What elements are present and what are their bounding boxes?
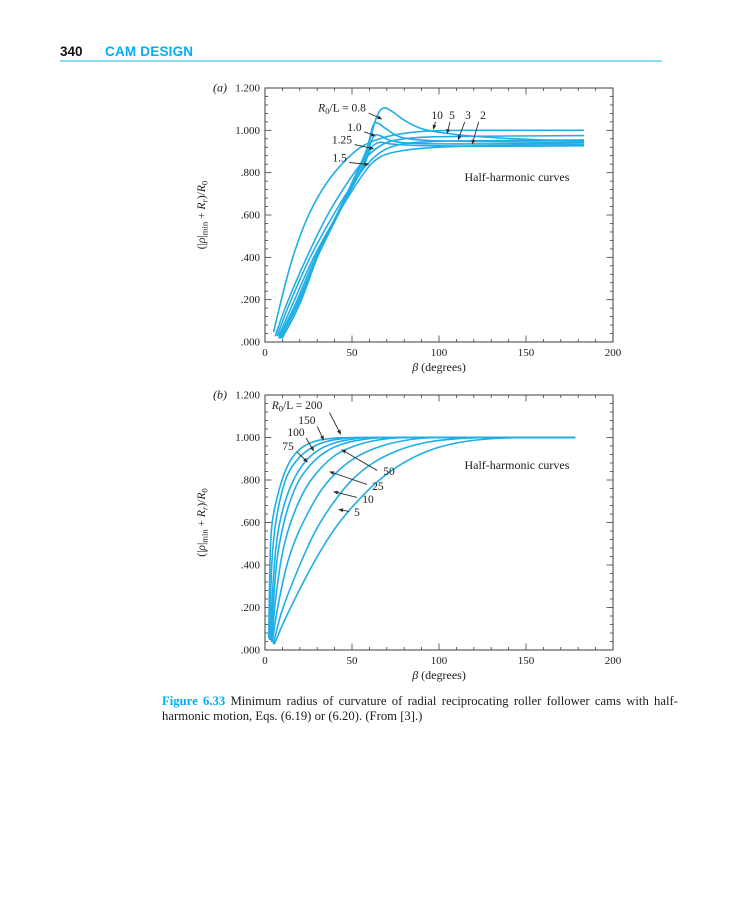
svg-text:(|ρ|min + Rr)/R0: (|ρ|min + Rr)/R0 xyxy=(196,181,210,249)
svg-text:0: 0 xyxy=(262,655,268,667)
svg-text:.600: .600 xyxy=(241,517,261,529)
svg-text:150: 150 xyxy=(518,347,535,359)
svg-text:100: 100 xyxy=(431,655,448,667)
curve-50 xyxy=(270,436,576,643)
curve-5 xyxy=(273,436,576,645)
page-number: 340 xyxy=(60,44,83,59)
panel-label: (a) xyxy=(213,81,227,95)
svg-text:50: 50 xyxy=(347,655,359,667)
svg-text:.000: .000 xyxy=(241,645,261,657)
curve-3 xyxy=(276,139,585,337)
axis-tick-labels: 0 50 100 150 200 .000 .200 .400 .600 .800 1.000 1.2… xyxy=(235,83,622,360)
svg-text:5: 5 xyxy=(354,507,360,519)
svg-text:10: 10 xyxy=(362,494,374,506)
svg-text:.600: .600 xyxy=(241,210,261,222)
chapter-title: CAM DESIGN xyxy=(105,44,194,59)
svg-text:(b): (b) xyxy=(213,388,227,402)
svg-text:150: 150 xyxy=(298,415,316,427)
chart-b: 0 50 100 150 200.000.200.400.600.8001.0001.2… xyxy=(196,388,622,683)
svg-text:1.200: 1.200 xyxy=(235,390,260,402)
svg-text:50: 50 xyxy=(383,466,395,478)
y-axis-label: (|ρ|min + Rr)/R0 xyxy=(196,488,210,556)
svg-text:β (degrees): β (degrees) xyxy=(411,668,466,682)
svg-text:Half-harmonic curves: Half-harmonic curves xyxy=(464,170,569,184)
svg-text:150: 150 xyxy=(518,655,535,667)
svg-text:1.25: 1.25 xyxy=(332,134,352,146)
svg-text:25: 25 xyxy=(372,481,384,493)
svg-text:R0/L = 200: R0/L = 200 xyxy=(271,400,323,414)
svg-text:75: 75 xyxy=(282,441,294,453)
svg-text:3: 3 xyxy=(465,110,471,122)
curve-1.0 xyxy=(279,121,585,339)
svg-text:.400: .400 xyxy=(241,252,261,264)
curve-0.8 xyxy=(281,107,585,339)
svg-text:Half-harmonic curves: Half-harmonic curves xyxy=(464,458,569,472)
plot-frame xyxy=(264,87,614,343)
svg-text:.800: .800 xyxy=(241,475,261,487)
x-axis-label: β (degrees) xyxy=(411,360,466,374)
curves xyxy=(272,107,585,339)
svg-text:5: 5 xyxy=(449,110,455,122)
svg-text:.400: .400 xyxy=(241,560,261,572)
svg-text:2: 2 xyxy=(480,110,486,122)
svg-text:β (degrees): β (degrees) xyxy=(411,360,466,374)
curve-labels: R0/L = 0.8 1.01.25 1.5 10 5 3 2 Half-harmonic c… xyxy=(317,103,570,184)
chart-a: 0 50 100 150 200 .000 .200 .400 .600 .800 1.000 1.2… xyxy=(196,81,622,375)
svg-text:0: 0 xyxy=(262,347,268,359)
svg-text:200: 200 xyxy=(605,347,622,359)
svg-text:.000: .000 xyxy=(241,337,261,349)
curve-10 xyxy=(272,129,585,333)
svg-text:1.0: 1.0 xyxy=(347,122,362,134)
svg-text:1.200: 1.200 xyxy=(235,83,260,95)
header-rule xyxy=(60,60,662,62)
plot-frame xyxy=(264,394,614,651)
svg-text:1.5: 1.5 xyxy=(332,153,347,165)
svg-text:50: 50 xyxy=(347,347,359,359)
svg-text:(|ρ|min + Rr)/R0: (|ρ|min + Rr)/R0 xyxy=(196,488,210,556)
svg-text:R0/L = 0.8: R0/L = 0.8 xyxy=(317,103,366,117)
svg-text:10: 10 xyxy=(431,110,443,122)
svg-text:.200: .200 xyxy=(241,602,261,614)
svg-text:1.000: 1.000 xyxy=(235,125,260,137)
axis-tick-labels: 0 50 100 150 200.000.200.400.600.8001.0001.2… xyxy=(235,390,622,668)
panel-label: (b) xyxy=(213,388,227,402)
figure-caption: Figure 6.33 Minimum radius of curvature … xyxy=(162,694,678,725)
svg-text:.800: .800 xyxy=(241,167,261,179)
axis-ticks xyxy=(264,394,614,651)
svg-text:1.000: 1.000 xyxy=(235,432,260,444)
x-axis-label: β (degrees) xyxy=(411,668,466,682)
svg-text:.200: .200 xyxy=(241,294,261,306)
figure-caption-text: Minimum radius of curvature of radial re… xyxy=(162,694,678,724)
curve-25 xyxy=(271,436,576,643)
svg-text:(a): (a) xyxy=(213,81,227,95)
y-axis-label: (|ρ|min + Rr)/R0 xyxy=(196,181,210,249)
svg-text:200: 200 xyxy=(605,655,622,667)
svg-text:100: 100 xyxy=(287,427,305,439)
curve-10 xyxy=(272,436,576,645)
axis-ticks xyxy=(264,87,614,343)
curves xyxy=(268,436,576,645)
svg-text:100: 100 xyxy=(431,347,448,359)
figure-label: Figure 6.33 xyxy=(162,694,226,708)
